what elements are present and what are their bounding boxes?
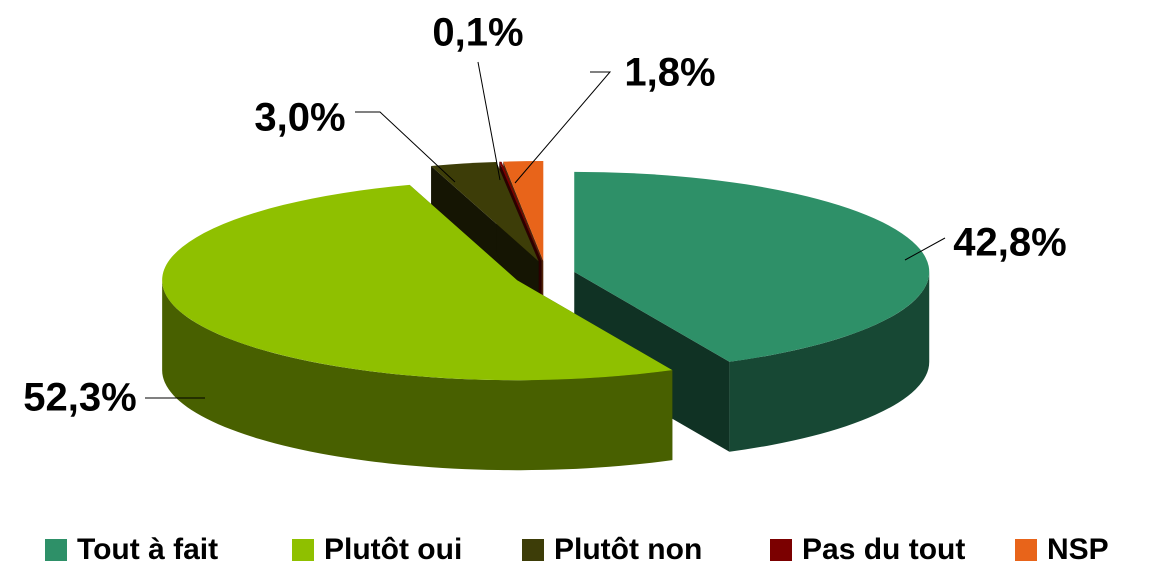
leader-line [904,237,946,261]
value-label: 0,1% [432,11,523,55]
legend-label: Tout à fait [77,533,218,566]
slice-side [729,271,930,452]
value-label: 1,8% [624,51,715,95]
legend-label: NSP [1047,533,1109,566]
legend-label: Pas du tout [802,533,965,566]
legend-swatch [292,539,314,561]
legend-swatch [770,539,792,561]
slice [162,184,673,471]
legend-swatch [522,539,544,561]
slice-top [503,161,544,262]
legend-swatch [1015,539,1037,561]
slice-top [162,184,673,381]
slice-top [499,161,542,262]
value-label: 3,0% [254,96,345,140]
leader-line [477,61,501,181]
legend-label: Plutôt non [554,533,702,566]
leader-line [514,71,612,184]
leader-line [355,111,456,183]
slice-side [162,280,673,471]
legend-swatch [45,539,67,561]
slice-top [431,162,539,262]
value-label: 52,3% [23,376,136,420]
slice-top [574,171,930,362]
legend-label: Plutôt oui [324,533,462,566]
value-label: 42,8% [953,221,1066,265]
